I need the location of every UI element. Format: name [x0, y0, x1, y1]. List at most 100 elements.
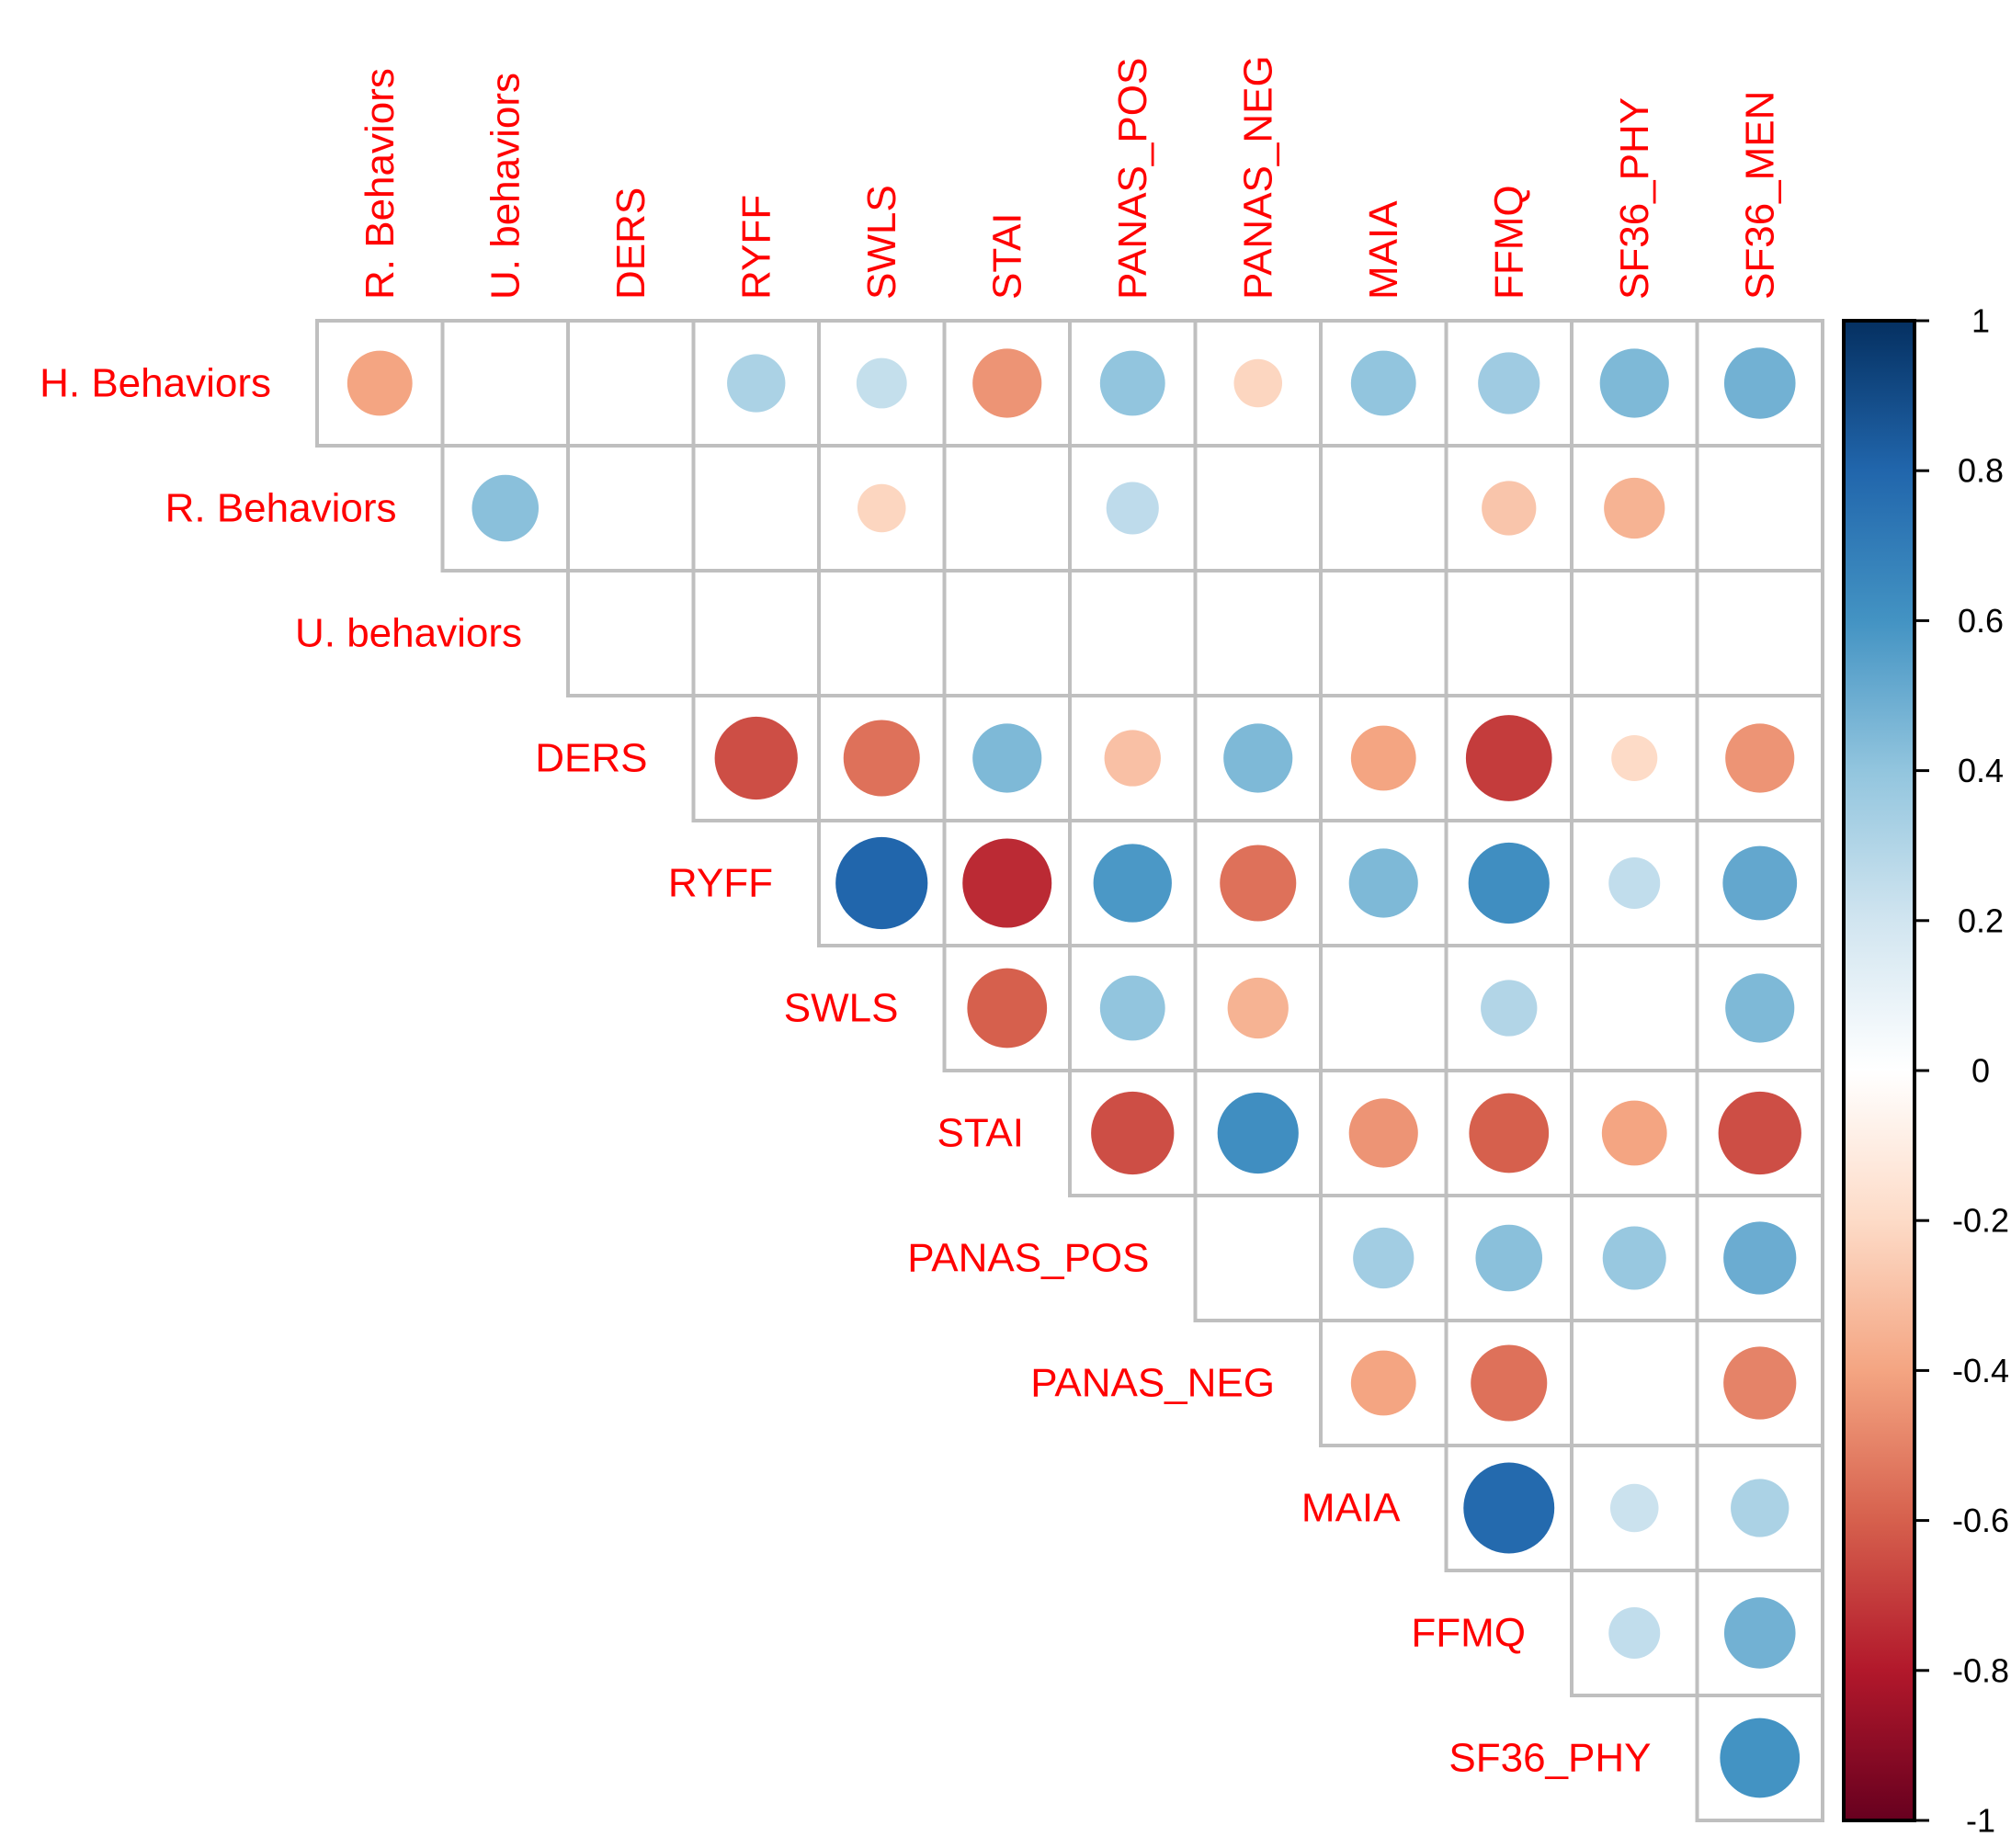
- correlation-circle: [1099, 975, 1165, 1041]
- grid-cell: [1319, 944, 1449, 1072]
- grid-cell: [691, 444, 821, 573]
- correlation-circle: [1223, 723, 1293, 793]
- correlation-circle: [1723, 1597, 1796, 1669]
- correlation-circle: [1217, 1092, 1299, 1174]
- correlation-circle: [1104, 730, 1161, 787]
- colorbar-tick-label: -0.8: [1952, 1651, 2009, 1689]
- row-label: R. Behaviors: [165, 486, 397, 531]
- colorbar-gradient: [1842, 319, 1916, 1822]
- column-labels: R. Behaviors U. behaviors DERS RYFF SWLS STAI…: [358, 55, 1783, 300]
- grid-cell: [1695, 1694, 1824, 1822]
- correlation-circle: [1220, 845, 1297, 922]
- matrix-grid: [315, 319, 1824, 1822]
- column-label: U. behaviors: [483, 73, 528, 300]
- correlation-circle: [835, 836, 928, 930]
- correlation-circle: [1469, 1093, 1550, 1173]
- column-label: R. Behaviors: [358, 68, 403, 300]
- correlation-circle: [1353, 1227, 1415, 1289]
- correlation-circle: [1602, 1226, 1666, 1290]
- grid-cell: [942, 569, 1072, 697]
- correlation-circle: [1599, 348, 1669, 418]
- column-label: SF36_MEN: [1737, 91, 1782, 300]
- correlation-circle: [1348, 848, 1418, 918]
- grid-cell: [1193, 1194, 1323, 1322]
- correlation-circle: [1720, 1718, 1801, 1798]
- colorbar-tick-label: 0.8: [1958, 452, 2004, 490]
- grid-cell: [566, 444, 696, 573]
- correlation-circle: [1725, 973, 1795, 1043]
- correlation-circle: [1609, 1483, 1659, 1533]
- correlation-circle: [1482, 481, 1537, 536]
- correlation-circle: [1463, 1462, 1555, 1554]
- correlation-circle: [1722, 845, 1798, 921]
- grid-cell: [1570, 1319, 1699, 1447]
- correlation-circle: [972, 723, 1042, 793]
- grid-cell: [566, 569, 696, 697]
- grid-cell: [440, 319, 570, 448]
- correlation-circle: [857, 483, 906, 533]
- correlation-circle: [1091, 1091, 1175, 1175]
- row-label: SF36_PHY: [1449, 1736, 1651, 1781]
- grid-cell: [1444, 569, 1574, 697]
- correlation-circle: [1601, 1100, 1667, 1166]
- grid-cell: [1695, 569, 1824, 697]
- colorbar-tick-label: -0.6: [1952, 1502, 2009, 1539]
- colorbar-tick-label: -0.2: [1952, 1202, 2009, 1240]
- column-label: SWLS: [859, 185, 904, 300]
- column-label: RYFF: [733, 195, 778, 300]
- correlation-circle: [1227, 977, 1289, 1039]
- grid-cell: [1193, 569, 1323, 697]
- grid-cell: [817, 569, 947, 697]
- correlation-circle: [1465, 715, 1552, 801]
- correlation-circle: [967, 968, 1048, 1049]
- correlation-circle: [1475, 1224, 1543, 1292]
- correlation-circle: [1481, 980, 1538, 1037]
- correlation-circle: [1093, 844, 1172, 923]
- correlation-circle: [1471, 1344, 1548, 1422]
- correlation-circle: [856, 357, 907, 409]
- correlation-circles: [347, 347, 1912, 1798]
- row-label: RYFF: [668, 861, 773, 906]
- row-label: PANAS_POS: [907, 1236, 1149, 1281]
- grid-cell: [1193, 444, 1323, 573]
- colorbar-tick-label: 0.6: [1958, 602, 2004, 640]
- row-label: MAIA: [1301, 1486, 1401, 1531]
- correlation-circle: [472, 474, 540, 542]
- correlation-circle: [1233, 358, 1283, 408]
- correlation-circle: [843, 720, 920, 797]
- colorbar-tick-label: 0.4: [1958, 752, 2004, 789]
- column-label: STAI: [984, 212, 1029, 300]
- grid-cell: [1570, 944, 1699, 1072]
- correlation-circle: [1350, 725, 1416, 791]
- row-label: H. Behaviors: [40, 361, 271, 406]
- column-label: PANAS_POS: [1110, 58, 1155, 300]
- grid-cell: [1570, 569, 1699, 697]
- row-label: DERS: [535, 736, 647, 781]
- colorbar-tick-label: 0: [1971, 1052, 1990, 1090]
- grid-cell: [566, 319, 696, 448]
- correlation-circle: [1731, 1479, 1789, 1537]
- colorbar-ticks: 1 0.8 0.6 0.4 0.2 0 -0.2 -0.4 -0.6 -0.8 -1: [1914, 302, 2009, 1840]
- correlation-circle: [1608, 1607, 1661, 1659]
- correlation-circle: [1723, 1346, 1797, 1420]
- grid-cell: [1695, 444, 1824, 573]
- correlation-circle: [1718, 1091, 1801, 1175]
- colorbar-tick-label: -1: [1966, 1802, 1995, 1840]
- colorbar: 1 0.8 0.6 0.4 0.2 0 -0.2 -0.4 -0.6 -0.8 -1: [1842, 302, 2009, 1840]
- colorbar-tick-label: -0.4: [1952, 1352, 2009, 1389]
- column-label: FFMQ: [1486, 185, 1531, 300]
- correlation-circle: [347, 350, 413, 416]
- row-label: SWLS: [784, 986, 899, 1031]
- row-label: PANAS_NEG: [1030, 1361, 1275, 1406]
- correlation-circle: [972, 348, 1042, 418]
- correlation-circle: [1608, 857, 1661, 909]
- correlation-circle: [1725, 723, 1795, 793]
- correlation-circle: [1348, 1098, 1418, 1168]
- correlation-circle: [1468, 842, 1550, 924]
- correlation-circle: [1350, 350, 1416, 416]
- row-label: U. behaviors: [295, 611, 522, 656]
- column-label: MAIA: [1361, 200, 1406, 300]
- correlation-circle: [1611, 734, 1658, 782]
- correlation-circle: [1350, 1350, 1416, 1416]
